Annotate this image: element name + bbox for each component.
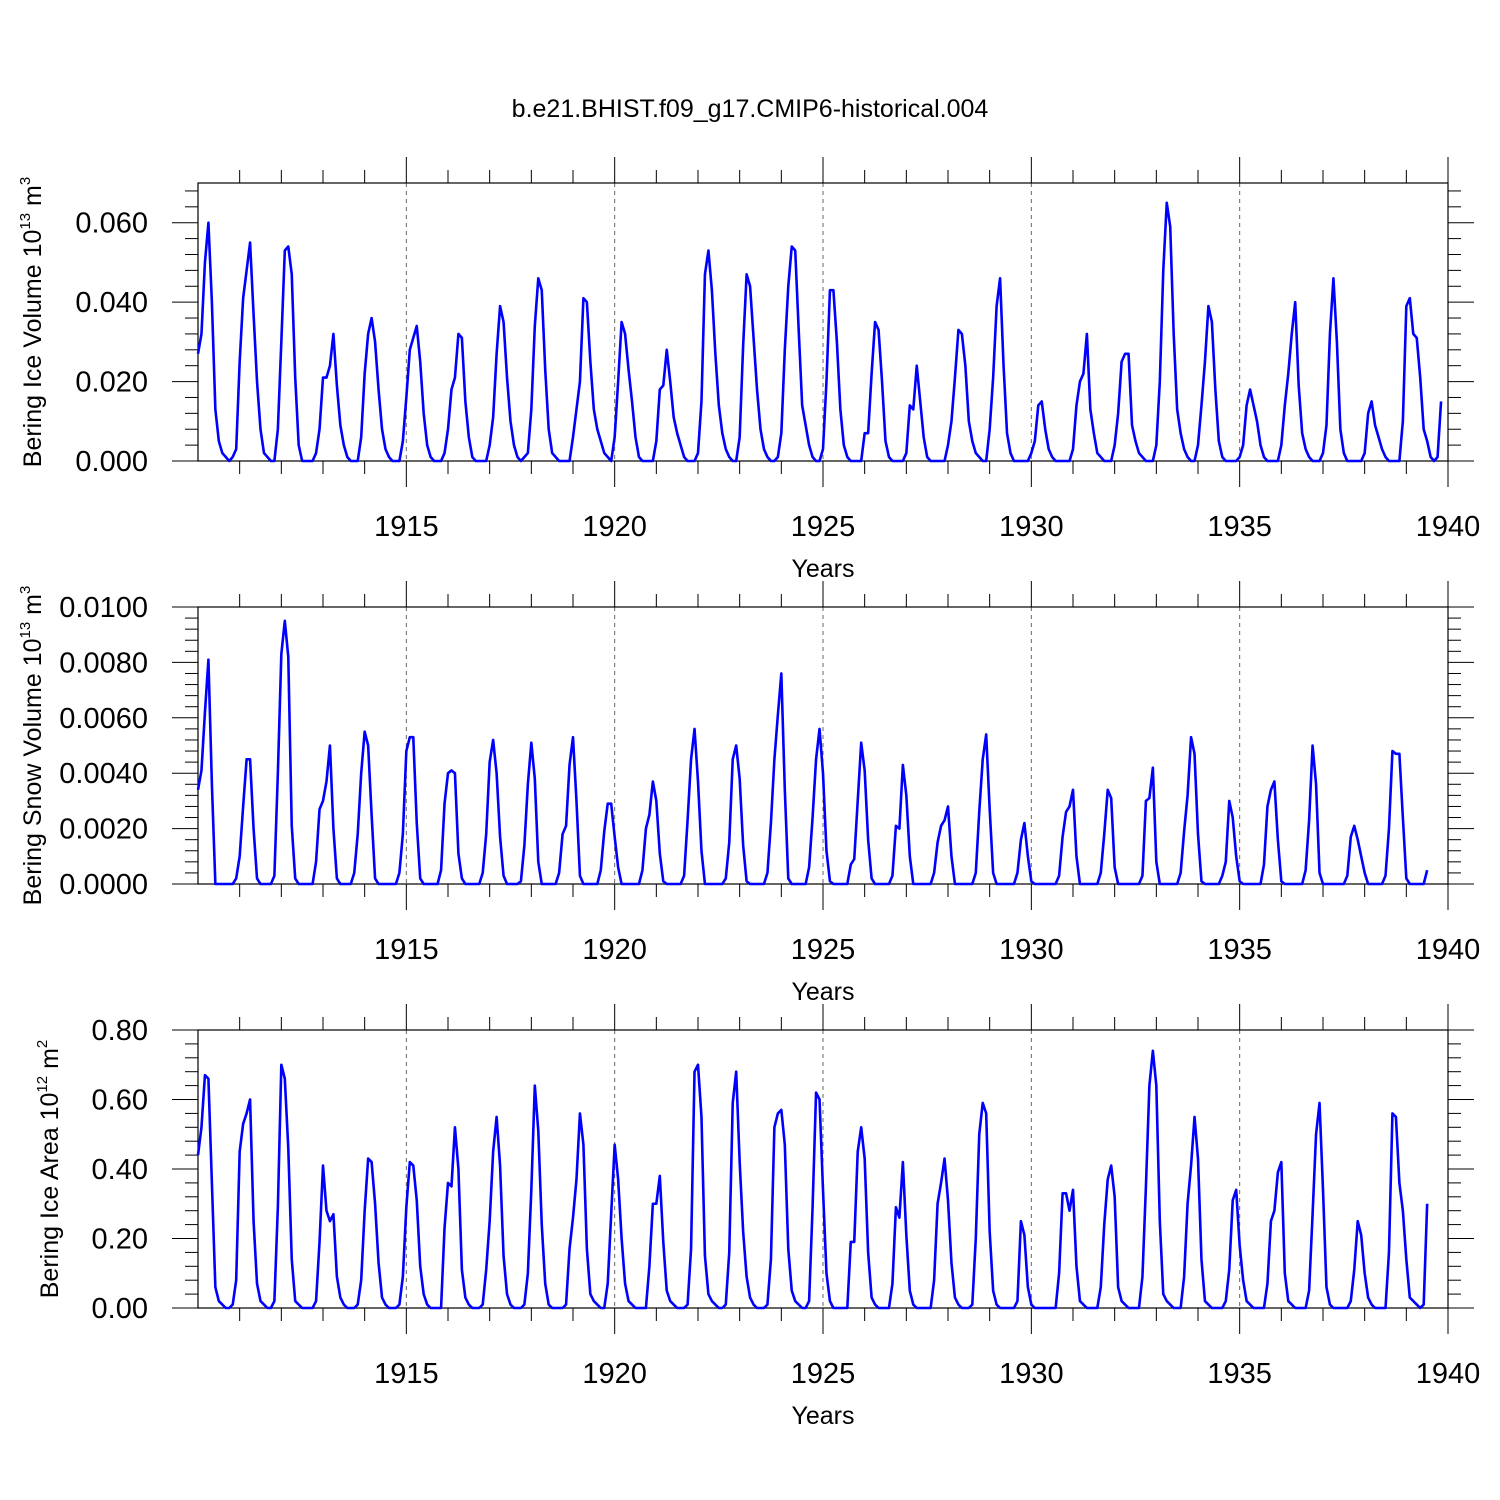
series-line-ice-volume: [196, 201, 1443, 463]
x-tick-label: 1930: [999, 934, 1064, 966]
panel-ice-volume: 0.000 0.020 0.040 0.060 1915 1920 1925 1930 1935…: [17, 157, 1480, 583]
y-tick-label: 0.60: [92, 1085, 148, 1117]
x-tick-label: 1915: [374, 511, 439, 543]
x-tick-label: 1925: [791, 1358, 856, 1390]
y-axis-title-superscript: 13: [17, 622, 34, 639]
y-axis-title-part: Bering Snow Volume 10: [19, 638, 47, 905]
y-axis-title-superscript: 13: [17, 213, 34, 230]
x-tick-label: 1920: [582, 934, 647, 966]
plot-frame: [197, 182, 1449, 462]
y-tick-label: 0.0040: [59, 758, 148, 790]
y-tick-label: 0.0020: [59, 814, 148, 846]
y-axis-title: Bering Ice Volume 1013 m3: [17, 177, 47, 467]
y-axis-title-superscript: 3: [17, 177, 34, 185]
panel-snow-volume: 0.0000 0.0020 0.0040 0.0060 0.0080 0.0100 1915…: [17, 581, 1480, 1006]
x-tick-label: 1930: [999, 1358, 1064, 1390]
y-tick-label: 0.040: [75, 287, 148, 319]
x-axis-title: Years: [791, 978, 854, 1006]
x-axis-title: Years: [791, 555, 854, 583]
y-tick-label: 0.40: [92, 1154, 148, 1186]
panel-ice-area: 0.00 0.20 0.40 0.60 0.80 1915 1920 1925 1930 1935…: [34, 1004, 1480, 1430]
chart-title: b.e21.BHIST.f09_g17.CMIP6-historical.004: [512, 95, 989, 123]
x-tick-label: 1920: [582, 1358, 647, 1390]
chart-panels: 0.000 0.020 0.040 0.060 1915 1920 1925 1930 1935…: [17, 157, 1480, 1430]
y-tick-label: 0.0000: [59, 869, 148, 901]
plot-frame: [197, 1029, 1449, 1309]
y-axis-title-superscript: 3: [17, 586, 34, 594]
x-tick-label: 1935: [1207, 511, 1272, 543]
y-tick-label: 0.80: [92, 1015, 148, 1047]
x-tick-label: 1940: [1416, 511, 1481, 543]
y-axis-title: Bering Snow Volume 1013 m3: [17, 586, 47, 906]
plot-frame: [197, 606, 1449, 885]
y-axis-title-part: Bering Ice Area 10: [36, 1093, 64, 1299]
x-tick-label: 1915: [374, 934, 439, 966]
x-tick-label: 1930: [999, 511, 1064, 543]
series-line-ice-area: [196, 1049, 1429, 1310]
y-axis-title-part: m: [19, 594, 47, 622]
x-tick-label: 1940: [1416, 934, 1481, 966]
y-tick-label: 0.0080: [59, 647, 148, 679]
y-tick-label: 0.020: [75, 367, 148, 399]
y-axis-title-superscript: 12: [34, 1076, 51, 1093]
x-tick-label: 1925: [791, 934, 856, 966]
y-tick-label: 0.0100: [59, 592, 148, 624]
y-tick-label: 0.20: [92, 1224, 148, 1256]
y-tick-label: 0.00: [92, 1293, 148, 1325]
x-tick-label: 1920: [582, 511, 647, 543]
x-axis-title: Years: [791, 1402, 854, 1430]
x-tick-label: 1925: [791, 511, 856, 543]
series-line-snow-volume: [196, 619, 1429, 886]
y-axis-title-part: m: [19, 185, 47, 213]
y-tick-label: 0.000: [75, 446, 148, 478]
x-tick-label: 1935: [1207, 934, 1272, 966]
y-tick-label: 0.060: [75, 208, 148, 240]
y-tick-label: 0.0060: [59, 703, 148, 735]
x-tick-label: 1935: [1207, 1358, 1272, 1390]
x-tick-label: 1915: [374, 1358, 439, 1390]
x-tick-label: 1940: [1416, 1358, 1481, 1390]
y-axis-title: Bering Ice Area 1012 m2: [34, 1040, 64, 1299]
y-axis-title-superscript: 2: [34, 1040, 51, 1048]
y-axis-title-part: m: [36, 1048, 64, 1076]
y-axis-title-part: Bering Ice Volume 10: [19, 230, 47, 468]
